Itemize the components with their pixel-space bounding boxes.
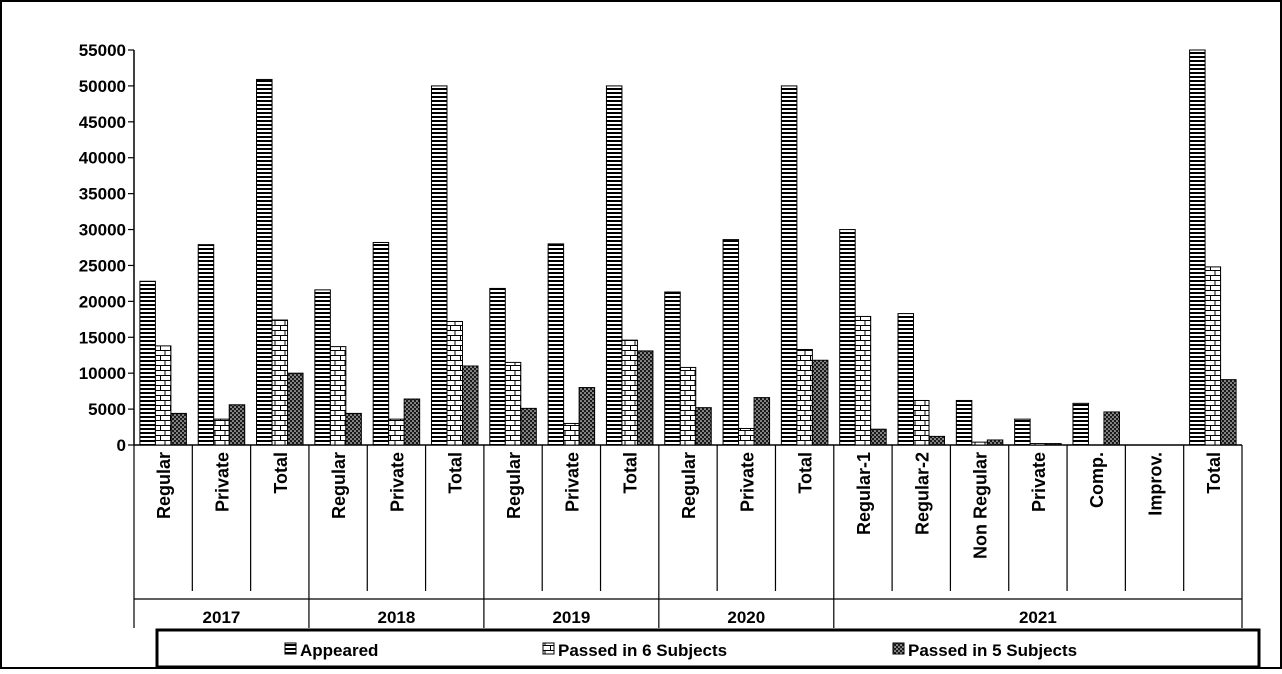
bar [170,412,187,446]
legend-label: Passed in 6 Subjects [558,641,727,660]
category-label: Private [562,452,582,512]
bar [345,412,362,446]
group-label: 2019 [552,608,590,627]
bar [695,407,712,446]
bar [372,241,390,446]
bar [271,319,289,446]
group-label: 2017 [203,608,241,627]
category-label: Private [737,452,757,512]
bar [314,289,331,446]
y-tick-label: 15000 [79,328,126,347]
group-label: 2020 [727,608,765,627]
bar [504,361,522,446]
bar [780,85,798,446]
bar [329,346,347,446]
group-label: 2018 [378,608,416,627]
bar [461,365,479,446]
y-tick-label: 40000 [79,149,126,168]
bar [213,418,230,446]
bar [197,244,215,446]
bar [839,229,856,446]
y-tick-label: 50000 [79,77,126,96]
bar [547,243,565,446]
category-label: Private [212,452,232,512]
y-tick-label: 35000 [79,185,126,204]
legend-swatch [542,642,555,655]
bar [897,313,915,446]
category-label: Total [271,452,291,494]
bar [986,439,1004,446]
bar [621,339,638,446]
bar [287,372,304,446]
y-tick-label: 5000 [88,400,126,419]
legend-swatch [284,642,297,655]
y-tick-label: 10000 [79,364,126,383]
legend-label: Appeared [300,641,378,660]
legend-label: Passed in 5 Subjects [908,641,1077,660]
bar [854,315,872,446]
bar [256,78,273,446]
y-tick-label: 20000 [79,292,126,311]
category-label: Comp. [1087,452,1107,508]
bar [1189,49,1206,446]
bar [679,366,697,446]
bar [1014,418,1031,446]
bar [753,397,771,446]
y-tick-label: 30000 [79,221,126,240]
y-tick-label: 25000 [79,256,126,275]
bar [1045,443,1062,446]
category-label: Private [1029,452,1049,512]
bar [578,387,596,446]
bar [870,428,887,446]
category-label: Total [621,452,641,494]
y-tick-label: 55000 [79,41,126,60]
bar [1029,443,1047,446]
category-label: Regular [504,452,524,519]
bar [928,435,946,446]
bar [446,320,463,446]
bar [796,348,813,446]
bar [722,239,740,446]
bar [430,85,448,446]
bar [489,287,506,446]
category-label: Total [796,452,816,494]
legend-box [155,628,1261,669]
bar [563,422,580,446]
bar [738,427,755,446]
bar [1220,379,1237,446]
category-label: Regular-1 [854,452,874,535]
bar [139,280,156,446]
bar [971,441,988,446]
bar [605,85,623,446]
bar [403,398,421,446]
bar [811,359,829,446]
bar [228,404,246,446]
category-label: Non Regular [971,452,991,559]
group-label: 2021 [1019,608,1057,627]
category-label: Improv. [1146,452,1166,516]
bar [1204,266,1222,446]
category-label: Regular [154,452,174,519]
y-tick-label: 0 [117,436,126,455]
bar [388,418,405,446]
y-tick-label: 45000 [79,113,126,132]
category-label: Private [387,452,407,512]
category-label: Total [446,452,466,494]
bar [1103,411,1120,446]
category-label: Regular-2 [912,452,932,535]
legend-swatch [892,642,905,655]
bar [520,407,537,446]
bar [636,350,654,446]
bar [154,345,172,446]
bar [664,291,681,446]
category-label: Total [1204,452,1224,494]
category-label: Regular [679,452,699,519]
bar [1072,402,1089,446]
bar [955,399,973,446]
bar [913,399,930,446]
category-label: Regular [329,452,349,519]
